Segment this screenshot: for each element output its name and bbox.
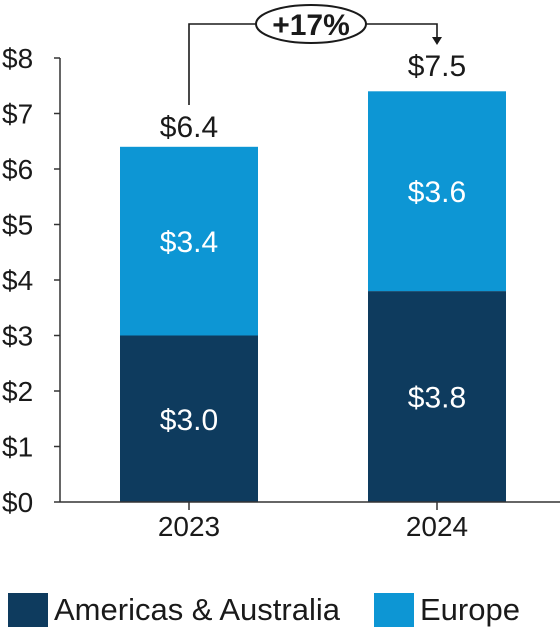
change-connector-right: [366, 23, 438, 38]
y-tick-label: $3: [2, 321, 33, 352]
y-tick-label: $5: [2, 210, 33, 241]
data-label: $3.6: [408, 176, 466, 209]
legend-swatch-europe: [374, 593, 414, 627]
y-tick-label: $8: [2, 43, 33, 74]
legend-item-europe: Europe: [374, 592, 520, 628]
bar-segment: [120, 335, 258, 502]
change-ellipse: [255, 4, 367, 44]
change-connector-left: [188, 23, 256, 105]
data-label: $3.0: [160, 404, 218, 437]
bar-segment: [368, 291, 506, 502]
x-tick-label: 2023: [158, 511, 220, 542]
y-tick-label: $0: [2, 487, 33, 518]
y-tick-label: $1: [2, 432, 33, 463]
total-label: $7.5: [408, 50, 466, 83]
legend: Americas & Australia Europe: [8, 592, 554, 628]
bar-segment: [368, 91, 506, 292]
y-tick-label: $2: [2, 376, 33, 407]
legend-item-americas: Americas & Australia: [8, 592, 340, 628]
y-tick-label: $7: [2, 99, 33, 130]
total-label: $6.4: [160, 111, 218, 144]
data-label: $3.8: [408, 382, 466, 415]
x-tick-label: 2024: [406, 511, 468, 542]
change-annotation: +17%: [188, 4, 442, 105]
bar-segment: [120, 146, 258, 336]
change-arrowhead: [432, 37, 442, 45]
legend-swatch-americas: [8, 593, 48, 627]
data-label: $3.4: [160, 226, 218, 259]
y-tick-label: $6: [2, 154, 33, 185]
y-tick-label: $4: [2, 265, 33, 296]
legend-label-europe: Europe: [420, 592, 520, 627]
y-axis: $0 $1 $2 $3 $4 $5 $6 $7 $8: [2, 43, 61, 518]
bars: $3.0 $3.4 $6.4 $3.8 $3.6 $7.5: [120, 50, 506, 502]
change-label: +17%: [272, 9, 350, 42]
legend-label-americas: Americas & Australia: [54, 592, 340, 627]
stacked-bar-chart: $0$1$2$3$4$5$6$7$8 $3.0$3.4$6.4$3.8$3.6$…: [2, 4, 560, 542]
x-axis: 2023 2024: [60, 501, 560, 542]
